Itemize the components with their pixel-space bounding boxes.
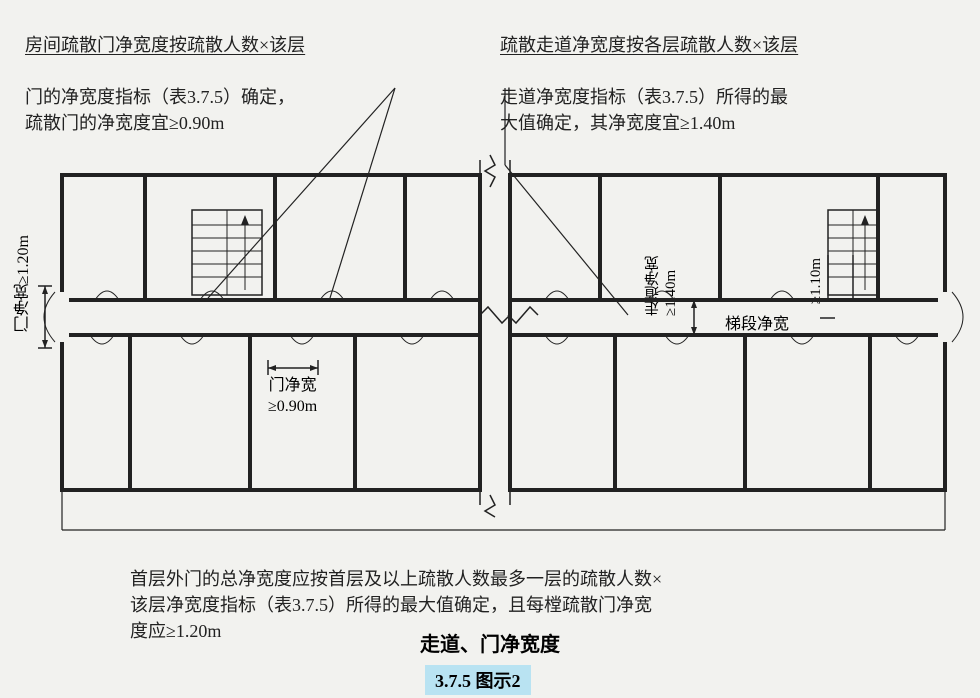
floor-plan-svg (0, 0, 980, 698)
